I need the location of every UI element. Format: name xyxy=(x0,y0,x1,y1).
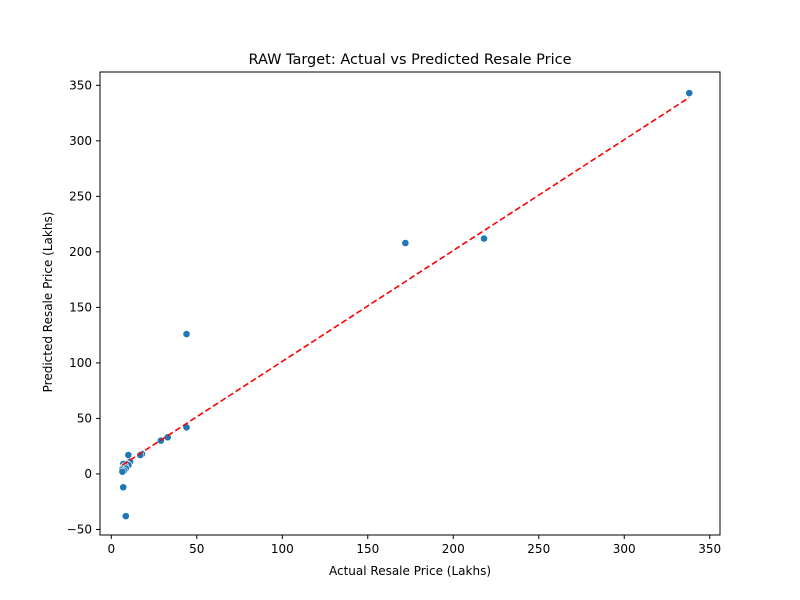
x-tick-label: 100 xyxy=(271,542,294,556)
axes-frame xyxy=(99,71,721,536)
data-point xyxy=(136,451,145,459)
data-point xyxy=(118,467,127,476)
plot-area xyxy=(99,71,721,536)
x-axis-label: Actual Resale Price (Lakhs) xyxy=(329,564,491,578)
x-tick-label: 50 xyxy=(189,542,204,556)
x-axis: 0 50 100 150 200 250 300 350 xyxy=(107,535,721,556)
x-tick-label: 350 xyxy=(698,542,721,556)
y-axis: −50 0 50 100 150 200 250 300 350 xyxy=(67,78,100,536)
data-point xyxy=(124,451,133,459)
x-tick-label: 150 xyxy=(356,542,379,556)
y-tick-label: 300 xyxy=(69,134,92,148)
x-tick-label: 0 xyxy=(107,542,115,556)
chart-title: RAW Target: Actual vs Predicted Resale P… xyxy=(248,52,571,68)
y-tick-label: 200 xyxy=(69,245,92,259)
y-tick-label: 100 xyxy=(69,356,92,370)
data-point xyxy=(119,483,128,492)
data-point xyxy=(685,89,694,97)
data-point xyxy=(401,239,410,247)
y-axis-label: Predicted Resale Price (Lakhs) xyxy=(41,212,55,393)
x-tick-label: 200 xyxy=(442,542,465,556)
y-tick-label: 350 xyxy=(69,78,92,92)
y-tick-label: 0 xyxy=(84,467,92,481)
reference-line xyxy=(121,96,690,466)
x-tick-label: 300 xyxy=(613,542,636,556)
data-point xyxy=(480,234,488,243)
x-tick-label: 250 xyxy=(527,542,550,556)
y-tick-label: 250 xyxy=(69,189,92,203)
y-tick-label: −50 xyxy=(67,522,92,536)
data-point xyxy=(121,512,130,521)
data-point xyxy=(182,330,191,338)
y-tick-label: 150 xyxy=(69,300,92,314)
y-tick-label: 50 xyxy=(77,411,92,425)
